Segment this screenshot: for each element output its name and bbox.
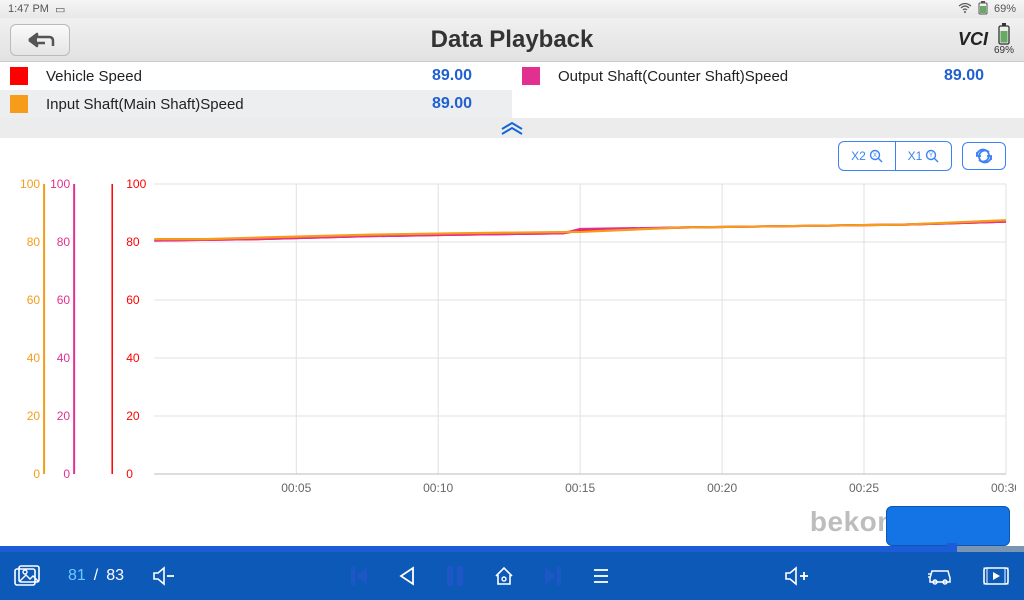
legend-value: 89.00 <box>432 95 502 113</box>
pager: 81 / 83 <box>68 567 124 585</box>
legend-swatch <box>10 67 28 85</box>
svg-text:00:20: 00:20 <box>707 481 737 495</box>
status-battery-pct: 69% <box>994 3 1016 15</box>
header: Data Playback VCI 69% <box>0 18 1024 62</box>
legend-value: 89.00 <box>432 67 502 85</box>
prev-icon[interactable] <box>349 565 369 587</box>
svg-text:0: 0 <box>126 467 133 481</box>
svg-text:00:25: 00:25 <box>849 481 879 495</box>
svg-text:60: 60 <box>27 293 41 307</box>
svg-text:40: 40 <box>57 351 71 365</box>
pause-icon[interactable] <box>445 564 465 588</box>
chart-toolbar: X2 X X1 Y <box>0 138 1024 174</box>
legend-name: Vehicle Speed <box>46 68 142 85</box>
svg-text:20: 20 <box>57 409 71 423</box>
volume-up-icon[interactable] <box>784 566 810 586</box>
legend-item[interactable]: Vehicle Speed 89.00 <box>0 62 512 90</box>
home-icon[interactable] <box>493 565 515 587</box>
battery-icon <box>997 23 1011 45</box>
battery-small-icon <box>978 1 988 18</box>
svg-text:00:10: 00:10 <box>423 481 453 495</box>
vci-label: VCI <box>958 29 988 50</box>
svg-text:X: X <box>873 153 877 159</box>
svg-text:40: 40 <box>126 351 140 365</box>
gallery-icon[interactable] <box>14 565 40 587</box>
svg-text:100: 100 <box>50 177 70 191</box>
status-bar: 1:47 PM ▭ 69% <box>0 0 1024 18</box>
collapse-toggle[interactable] <box>0 118 1024 138</box>
legend-value: 89.00 <box>944 67 1014 85</box>
zoom-x1-button[interactable]: X1 Y <box>895 142 951 170</box>
svg-text:80: 80 <box>27 235 41 249</box>
pager-total: 83 <box>106 567 124 585</box>
svg-text:20: 20 <box>126 409 140 423</box>
page-title: Data Playback <box>0 26 1024 54</box>
car-icon[interactable] <box>926 566 954 586</box>
svg-text:0: 0 <box>63 467 70 481</box>
status-time: 1:47 PM <box>8 3 49 15</box>
svg-text:00:15: 00:15 <box>565 481 595 495</box>
next-icon[interactable] <box>543 565 563 587</box>
status-app-icon: ▭ <box>55 3 65 16</box>
svg-text:60: 60 <box>57 293 71 307</box>
svg-text:80: 80 <box>126 235 140 249</box>
zoom-x2-button[interactable]: X2 X <box>839 142 895 170</box>
svg-text:20: 20 <box>27 409 41 423</box>
svg-text:Y: Y <box>929 153 933 159</box>
svg-text:100: 100 <box>20 177 40 191</box>
volume-down-icon[interactable] <box>152 566 176 586</box>
svg-text:00:05: 00:05 <box>281 481 311 495</box>
legend: Vehicle Speed 89.00 Output Shaft(Counter… <box>0 62 1024 118</box>
back-nav-icon[interactable] <box>397 566 417 586</box>
svg-text:100: 100 <box>126 177 146 191</box>
refresh-button[interactable] <box>962 142 1006 170</box>
pager-current: 81 <box>68 567 86 585</box>
legend-name: Input Shaft(Main Shaft)Speed <box>46 96 244 113</box>
chart: 0 20 40 60 80 100 0 20 40 60 80 100 0 20 40 60 80 100 00:0… <box>0 174 1024 514</box>
video-play-icon[interactable] <box>982 566 1010 586</box>
legend-item[interactable]: Output Shaft(Counter Shaft)Speed 89.00 <box>512 62 1024 90</box>
legend-swatch <box>10 95 28 113</box>
menu-icon[interactable] <box>591 568 611 584</box>
legend-swatch <box>522 67 540 85</box>
wifi-icon <box>958 3 972 16</box>
action-button[interactable] <box>886 506 1010 546</box>
legend-name: Output Shaft(Counter Shaft)Speed <box>558 68 788 85</box>
svg-text:0: 0 <box>33 467 40 481</box>
svg-text:00:30: 00:30 <box>991 481 1016 495</box>
svg-text:60: 60 <box>126 293 140 307</box>
zoom-group: X2 X X1 Y <box>838 141 952 171</box>
legend-item[interactable]: Input Shaft(Main Shaft)Speed 89.00 <box>0 90 512 118</box>
battery-pct: 69% <box>994 45 1014 56</box>
svg-text:80: 80 <box>57 235 71 249</box>
svg-text:40: 40 <box>27 351 41 365</box>
bottom-bar: 81 / 83 <box>0 552 1024 600</box>
back-button[interactable] <box>10 24 70 56</box>
